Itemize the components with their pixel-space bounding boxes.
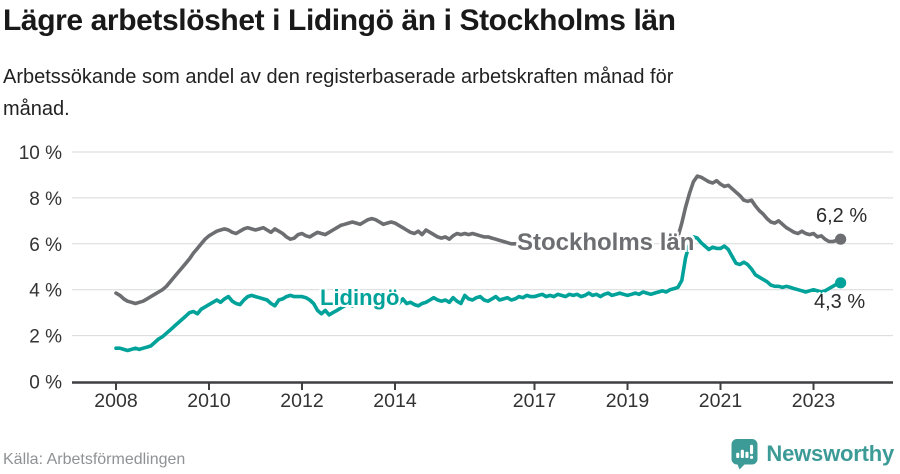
x-axis-tick-label: 2014 <box>373 390 417 412</box>
y-axis-tick-label: 2 % <box>29 327 62 348</box>
y-axis-tick-label: 6 % <box>29 235 62 256</box>
x-axis-tick-label: 2017 <box>513 390 556 412</box>
x-axis-tick-label: 2012 <box>280 390 323 412</box>
chart-subtitle-line1: Arbetssökande som andel av den registerb… <box>3 66 674 88</box>
series-end-dot-lidingo <box>835 277 847 289</box>
y-axis-tick-label: 4 % <box>29 281 62 302</box>
series-label-stockholms-lan: Stockholms län <box>517 229 695 256</box>
x-axis-tick-label: 2021 <box>699 390 742 412</box>
series-label-lidingo: Lidingö <box>320 285 400 310</box>
end-value-label-stockholms-lan: 6,2 % <box>816 205 868 227</box>
series-line-lidingo <box>114 235 843 353</box>
x-axis-tick-label: 2008 <box>94 390 137 412</box>
x-axis-tick-label: 2010 <box>187 390 231 412</box>
series-end-dot-stockholms-lan <box>835 233 847 245</box>
source-note: Källa: Arbetsförmedlingen <box>3 451 186 468</box>
newsworthy-bubble-chart-icon <box>731 439 758 470</box>
chart-subtitle-line2: månad. <box>3 98 70 120</box>
end-value-label-lidingo: 4,3 % <box>814 291 866 313</box>
x-axis-tick-label: 2019 <box>606 390 649 412</box>
series-line-stockholms-lan <box>114 174 843 306</box>
newsworthy-logo[interactable]: Newsworthy <box>730 438 894 470</box>
y-axis-tick-label: 10 % <box>19 143 62 164</box>
newsworthy-wordmark: Newsworthy <box>766 441 894 466</box>
x-axis-tick-label: 2023 <box>792 390 835 412</box>
y-axis-tick-label: 0 % <box>29 373 62 394</box>
chart-subtitle: Arbetssökande som andel av den registerb… <box>3 61 843 125</box>
page-title: Lägre arbetslöshet i Lidingö än i Stockh… <box>3 4 676 37</box>
y-axis-tick-label: 8 % <box>29 189 62 210</box>
